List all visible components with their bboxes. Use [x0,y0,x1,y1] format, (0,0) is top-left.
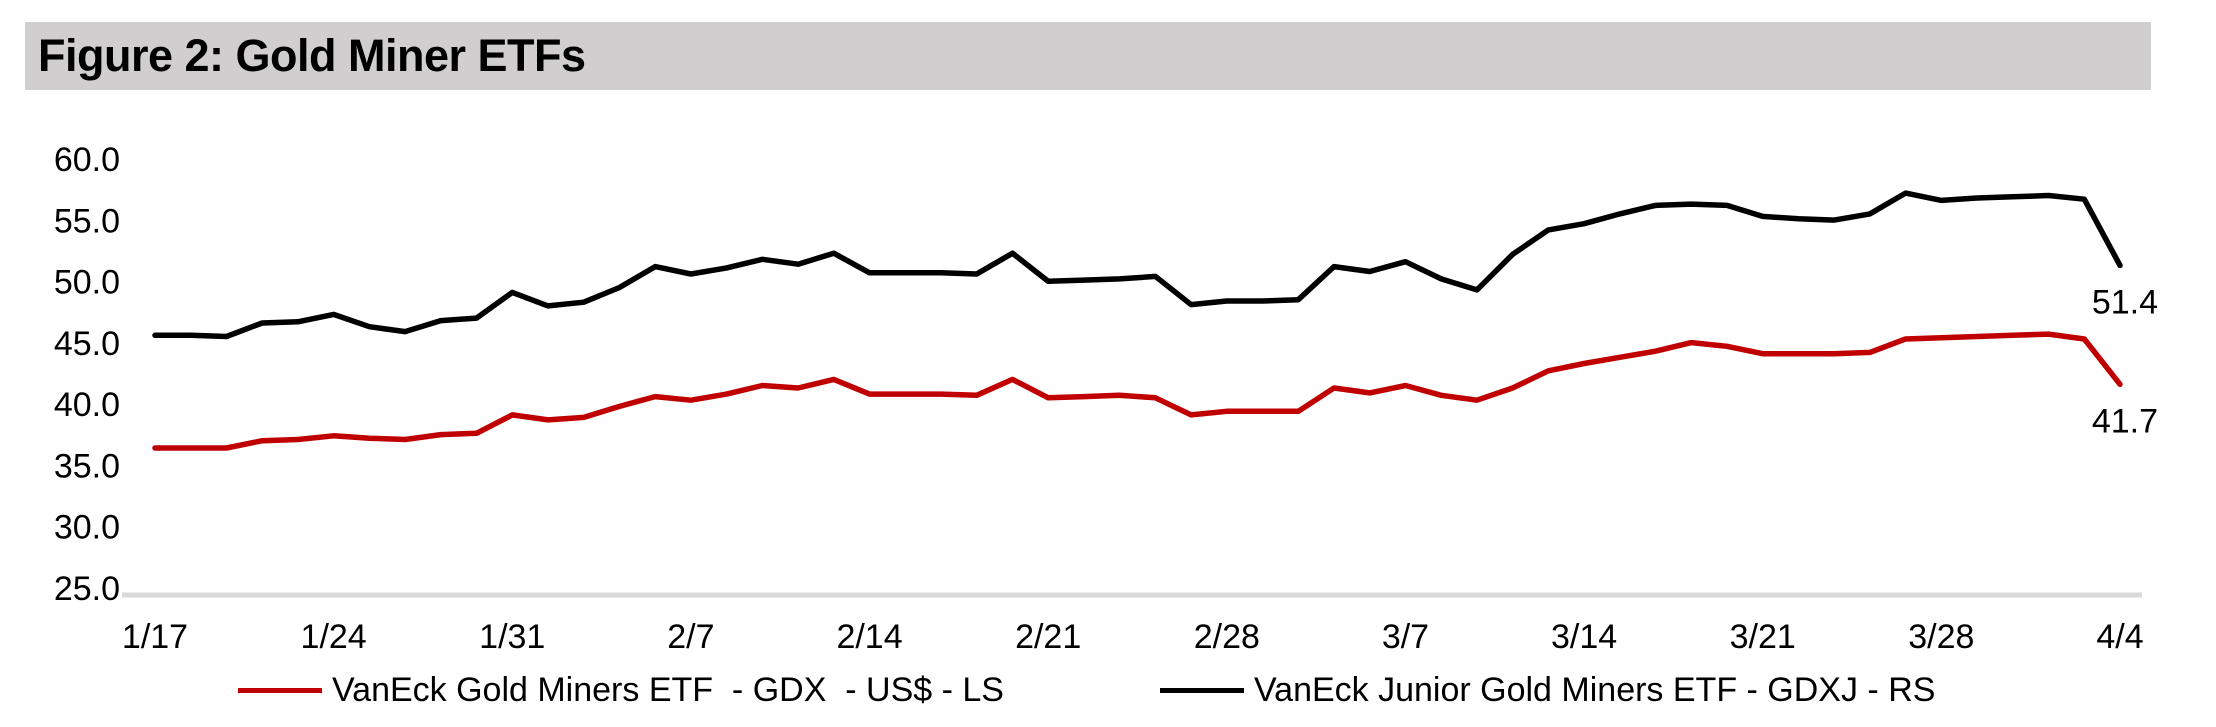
x-tick-label: 2/28 [1194,618,1260,656]
x-tick-label: 2/21 [1015,618,1081,656]
gdx-line-end-label: 41.7 [2092,402,2158,440]
legend-item-gdxj: VanEck Junior Gold Miners ETF - GDXJ - R… [1160,664,1935,716]
y-tick-label: 25.0 [54,570,120,608]
x-tick-label: 1/24 [301,618,367,656]
x-tick-label: 3/7 [1382,618,1429,656]
x-tick-label: 3/28 [1908,618,1974,656]
legend-item-gdx: VanEck Gold Miners ETF - GDX - US$ - LS [238,664,1004,716]
x-tick-label: 2/14 [836,618,902,656]
gdx-legend-swatch [238,687,322,693]
gdxj-legend-swatch [1160,687,1244,693]
y-tick-label: 35.0 [54,447,120,485]
figure-title-bar: Figure 2: Gold Miner ETFs [25,22,2151,90]
y-tick-label: 55.0 [54,202,120,240]
x-tick-label: 2/7 [667,618,714,656]
y-tick-label: 50.0 [54,264,120,302]
x-tick-label: 3/14 [1551,618,1617,656]
x-tick-label: 1/31 [479,618,545,656]
y-tick-label: 40.0 [54,386,120,424]
gdx-legend-label: VanEck Gold Miners ETF - GDX - US$ - LS [332,670,1004,709]
gdxj-line [152,190,2123,340]
y-tick-label: 60.0 [54,141,120,179]
x-tick-label: 3/21 [1730,618,1796,656]
gdxj-legend-label: VanEck Junior Gold Miners ETF - GDXJ - R… [1254,670,1936,709]
y-tick-label: 30.0 [54,509,120,547]
x-tick-label: 4/4 [2096,618,2143,656]
gdx-line [152,331,2123,451]
figure-title: Figure 2: Gold Miner ETFs [38,30,586,81]
x-tick-label: 1/17 [122,618,188,656]
y-tick-label: 45.0 [54,325,120,363]
gdxj-line-end-label: 51.4 [2092,283,2158,321]
